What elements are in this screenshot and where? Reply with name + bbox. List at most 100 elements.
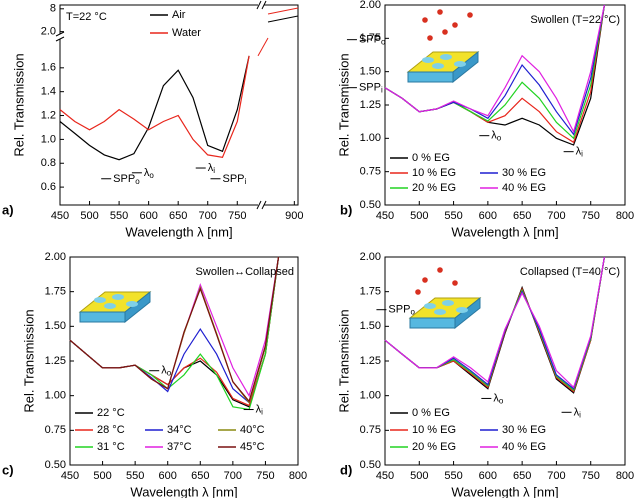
x-tick-label: 600: [139, 210, 157, 222]
legend-label: 45°C: [240, 441, 265, 453]
y-tick-label: 1.00: [360, 132, 381, 144]
annotation-sub: o: [410, 308, 415, 317]
y-tick-label: 1.75: [360, 32, 381, 44]
annotation-text: λ: [144, 167, 150, 179]
annotation-sub: i: [581, 150, 583, 159]
illustration: [407, 71, 454, 83]
annotation-text: SPP: [359, 82, 381, 94]
illustration: [442, 300, 454, 306]
illustration: [422, 277, 428, 283]
illustration: [454, 296, 481, 330]
data-line: [69, 256, 280, 403]
x-tick-label: 750: [582, 210, 600, 222]
y-tick-label: 1.25: [45, 355, 66, 367]
annotation-text: λ: [491, 130, 497, 142]
legend-label: Air: [172, 9, 186, 21]
annotation-text: λ: [256, 403, 262, 415]
legend-label: 40 % EG: [502, 441, 546, 453]
x-tick-label: 800: [289, 470, 307, 482]
y-tick-label: 1.25: [360, 99, 381, 111]
illustration: [79, 311, 126, 323]
annotation: λi: [574, 406, 582, 419]
annotation: Swollen↔Collapsed: [196, 266, 294, 278]
x-tick-label: 500: [410, 210, 428, 222]
y-tick-label: 1.00: [45, 390, 66, 402]
axis-break: [256, 0, 262, 10]
x-tick-label: 500: [93, 470, 111, 482]
y-tick-label: 0.50: [45, 459, 66, 471]
break-tail: [257, 37, 269, 57]
x-axis-label: Wavelength λ [nm]: [125, 224, 232, 239]
annotation: SPPo: [359, 34, 386, 47]
annotation-text: Collapsed (T=40 °C): [520, 266, 620, 278]
legend-label: 10 % EG: [412, 424, 456, 436]
annotation-text: λ: [493, 392, 499, 404]
legend-label: 20 % EG: [412, 182, 456, 194]
x-tick-label: 550: [444, 210, 462, 222]
annotation-text: SPP: [359, 34, 381, 46]
data-line: [59, 55, 250, 161]
x-tick-label: 600: [479, 470, 497, 482]
x-tick-label: 750: [256, 470, 274, 482]
y-tick-label: 1.6: [41, 62, 56, 74]
illustration: [427, 35, 433, 41]
y-tick-label: 1.0: [41, 133, 56, 145]
x-tick-label: 650: [191, 470, 209, 482]
break-tail: [267, 7, 299, 15]
illustration: [126, 301, 138, 307]
panel-letter: a): [2, 202, 14, 217]
x-tick-label: 450: [376, 470, 394, 482]
legend-label: 0 % EG: [412, 407, 450, 419]
y-axis-label: Rel. Transmission: [336, 53, 351, 156]
x-axis-label: Wavelength λ [nm]: [451, 224, 558, 239]
plot-frame: [59, 4, 299, 206]
data-line: [69, 256, 280, 404]
data-line: [384, 4, 605, 134]
annotation-sub: o: [497, 134, 502, 143]
y-tick-label: 1.50: [360, 320, 381, 332]
annotation-text: λ: [161, 365, 167, 377]
illustration: [124, 290, 151, 324]
annotation-sub: o: [149, 171, 154, 180]
y-tick-label: 1.50: [45, 320, 66, 332]
y-tick-label: 0.75: [360, 166, 381, 178]
axis-break: [55, 31, 65, 37]
y-axis-label: Rel. Transmission: [336, 309, 351, 412]
panel-letter: d): [340, 462, 352, 477]
y-tick-label: 1.50: [360, 66, 381, 78]
x-axis-label: Wavelength λ [nm]: [451, 484, 558, 498]
y-tick-label: 2.00: [360, 0, 381, 11]
x-tick-label: 750: [582, 470, 600, 482]
y-tick-label: 2.00: [360, 251, 381, 263]
annotation-sub: i: [213, 166, 215, 175]
axis-break: [256, 200, 262, 210]
y-axis-label: Rel. Transmission: [21, 309, 36, 412]
y-tick-label: 2.0: [41, 26, 56, 38]
legend-label: 22 °C: [97, 407, 125, 419]
legend-label: 20 % EG: [412, 441, 456, 453]
legend-label: 30 % EG: [502, 424, 546, 436]
legend-label: 30 % EG: [502, 167, 546, 179]
illustration: [452, 22, 458, 28]
annotation-text: T=22 °C: [66, 11, 107, 23]
legend-label: 37°C: [167, 441, 192, 453]
annotation: λo: [144, 167, 155, 180]
illustration: [94, 297, 106, 303]
annotation-text: SPP: [113, 173, 135, 185]
x-tick-label: 550: [444, 470, 462, 482]
illustration: [454, 61, 466, 67]
legend-label: 34°C: [167, 424, 192, 436]
x-tick-label: 700: [547, 210, 565, 222]
axis-break: [55, 36, 65, 42]
data-line: [59, 55, 250, 158]
x-tick-label: 550: [126, 470, 144, 482]
annotation: SPPi: [223, 173, 247, 186]
x-axis-label: Wavelength λ [nm]: [130, 484, 237, 498]
x-tick-label: 600: [479, 210, 497, 222]
x-tick-label: 650: [169, 210, 187, 222]
annotation: λo: [161, 365, 172, 378]
axis-break: [261, 0, 267, 10]
x-tick-label: 700: [224, 470, 242, 482]
illustration: [432, 63, 444, 69]
